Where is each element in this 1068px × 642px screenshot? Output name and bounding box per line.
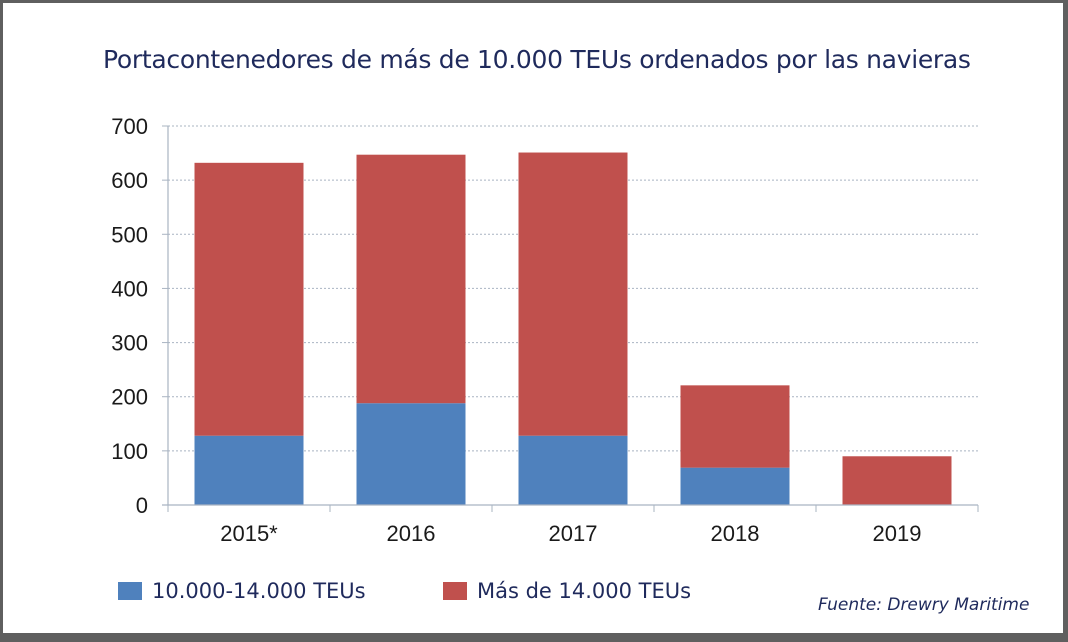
source-note: Fuente: Drewry Maritime (818, 595, 1030, 615)
chart-title: Portacontenedores de más de 10.000 TEUs … (103, 45, 971, 74)
y-tick-label: 600 (111, 168, 148, 193)
bar-10000-14000-teus-2016 (356, 403, 466, 505)
chart-card: Portacontenedores de más de 10.000 TEUs … (3, 3, 1063, 633)
legend-item-series-1: 10.000-14.000 TEUs (118, 579, 366, 603)
axes (162, 125, 979, 512)
legend-label: 10.000-14.000 TEUs (152, 579, 366, 603)
x-tick-labels: 2015* 2016 2017 2018 2019 (220, 521, 921, 546)
bar-mas-14000-teus-2016 (356, 154, 466, 404)
bar-10000-14000-teus-2018 (680, 467, 790, 505)
x-tick-label: 2017 (549, 521, 598, 546)
bar-10000-14000-teus-2017 (518, 435, 628, 505)
y-tick-label: 300 (111, 331, 148, 356)
bar-mas-14000-teus-2015 (194, 162, 304, 436)
y-tick-label: 700 (111, 114, 148, 139)
x-tick-label: 2018 (711, 521, 760, 546)
bars (194, 152, 952, 505)
y-tick-label: 400 (111, 276, 148, 301)
bar-mas-14000-teus-2018 (680, 385, 790, 468)
bar-10000-14000-teus-2015 (194, 435, 304, 505)
x-tick-label: 2016 (387, 521, 436, 546)
bar-mas-14000-teus-2017 (518, 152, 628, 436)
bar-mas-14000-teus-2019 (842, 456, 952, 505)
y-tick-labels: 0 100 200 300 400 500 600 700 (111, 114, 148, 518)
legend-swatch-red (443, 582, 467, 600)
y-tick-label: 500 (111, 222, 148, 247)
y-tick-label: 0 (136, 493, 148, 518)
legend-swatch-blue (118, 582, 142, 600)
y-tick-label: 100 (111, 439, 148, 464)
legend-item-series-2: Más de 14.000 TEUs (443, 579, 691, 603)
legend-label: Más de 14.000 TEUs (477, 579, 692, 603)
x-tick-label: 2019 (873, 521, 922, 546)
y-tick-label: 200 (111, 385, 148, 410)
chart-plot: 0 100 200 300 400 500 600 700 2015* 2016 2017 2018… (111, 114, 979, 546)
x-tick-label: 2015* (220, 521, 278, 546)
